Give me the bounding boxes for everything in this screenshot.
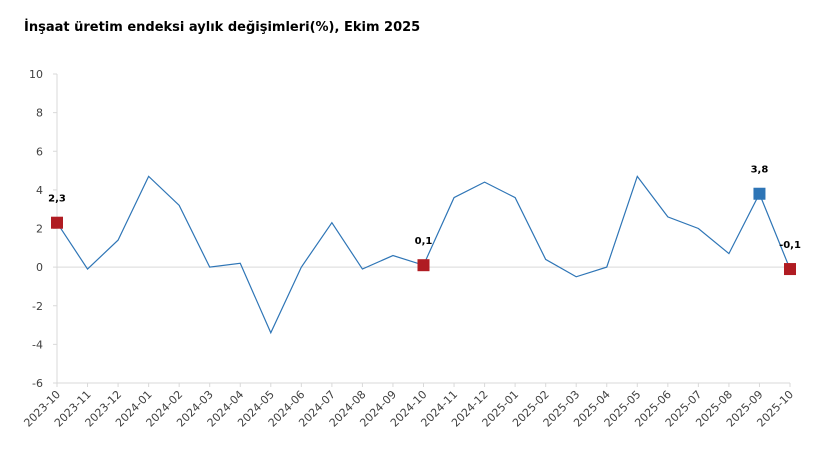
- marker: [51, 216, 63, 229]
- y-tick-label: 4: [36, 184, 43, 197]
- marker: [417, 259, 430, 272]
- y-tick-label: 6: [36, 145, 43, 158]
- value-label: 2,3: [48, 194, 66, 205]
- y-tick-label: 2: [36, 223, 43, 236]
- marker: [784, 263, 796, 276]
- value-label: 3,8: [751, 165, 769, 176]
- y-tick-label: 8: [36, 107, 43, 120]
- y-tick-label: 0: [36, 261, 43, 274]
- value-label: 0,1: [415, 236, 433, 247]
- chart-title: İnşaat üretim endeksi aylık değişimleri(…: [24, 19, 420, 35]
- y-tick-label: -6: [32, 377, 43, 390]
- y-tick-label: -2: [32, 300, 43, 313]
- line: [56, 175, 791, 335]
- y-tick-label: -4: [32, 338, 43, 351]
- y-tick-label: 10: [29, 68, 43, 81]
- value-label: -0,1: [779, 240, 801, 251]
- marker: [753, 187, 766, 200]
